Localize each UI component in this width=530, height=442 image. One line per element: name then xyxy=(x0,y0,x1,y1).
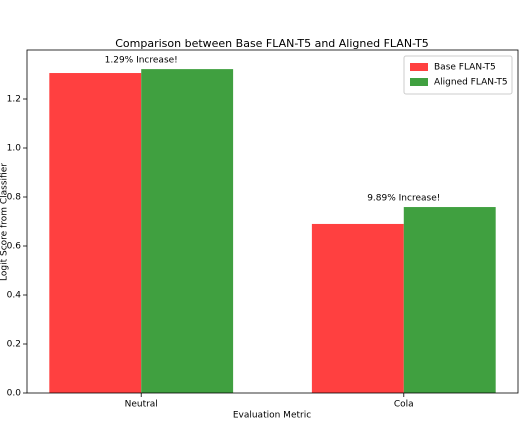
bar xyxy=(311,223,404,393)
annotation: 9.89% Increase! xyxy=(367,194,440,204)
chart-title: Comparison between Base FLAN-T5 and Alig… xyxy=(115,37,429,50)
x-tick-label: Neutral xyxy=(125,400,158,410)
bar xyxy=(49,73,142,393)
y-tick-label: 0.4 xyxy=(7,291,22,301)
x-axis-label: Evaluation Metric xyxy=(233,411,311,421)
legend-box xyxy=(403,55,513,95)
annotation: 1.29% Increase! xyxy=(105,56,178,66)
y-tick-label: 1.2 xyxy=(7,95,21,105)
bar xyxy=(403,207,496,393)
legend-label: Base FLAN-T5 xyxy=(434,63,496,73)
y-tick-label: 1.0 xyxy=(7,144,22,154)
y-tick-label: 0.6 xyxy=(7,242,22,252)
bar xyxy=(141,69,234,394)
legend: Base FLAN-T5 Aligned FLAN-T5 xyxy=(403,55,513,95)
y-axis-label: Logit Score from Classifier xyxy=(0,163,10,281)
legend-swatch xyxy=(410,63,428,71)
y-tick-label: 0.8 xyxy=(7,193,22,203)
legend-swatch xyxy=(410,78,428,86)
axes-frame xyxy=(26,49,519,394)
x-tick-label: Cola xyxy=(394,400,414,410)
y-tick-label: 0.0 xyxy=(7,389,22,399)
y-tick-label: 0.2 xyxy=(7,340,21,350)
legend-label: Aligned FLAN-T5 xyxy=(434,78,508,88)
